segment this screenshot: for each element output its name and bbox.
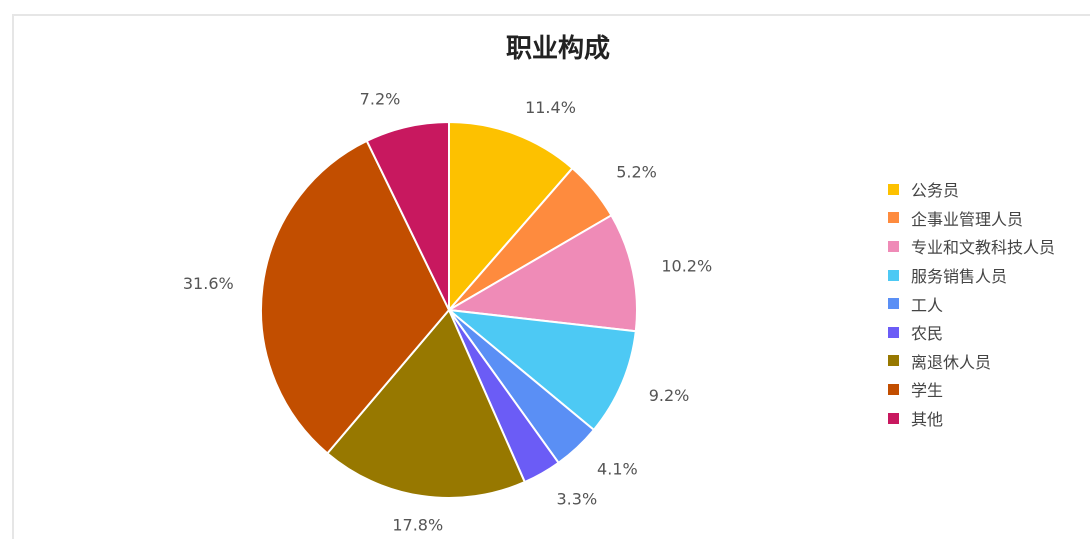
slice-data-label: 17.8% <box>392 516 443 535</box>
legend-label: 专业和文教科技人员 <box>911 238 1056 258</box>
pie-slice <box>445 213 638 333</box>
slice-data-label: 4.1% <box>597 460 638 479</box>
legend-swatch <box>888 383 899 395</box>
legend-swatch <box>888 212 899 224</box>
legend-swatch <box>888 269 899 281</box>
pie-slice <box>445 308 637 432</box>
slice-data-label: 10.2% <box>661 256 712 275</box>
slice-data-label: 5.2% <box>616 163 657 182</box>
pie-slice <box>325 308 527 499</box>
pie-slice <box>448 120 574 313</box>
slice-data-label: 3.3% <box>557 489 598 508</box>
legend-item: 农民 <box>888 318 1055 347</box>
legend-label: 工人 <box>911 295 944 315</box>
legend-label: 离退休人员 <box>911 352 992 372</box>
legend-item: 工人 <box>888 289 1055 318</box>
slice-data-label: 11.4% <box>525 98 576 117</box>
pie-slice <box>365 120 450 311</box>
legend-swatch <box>888 412 899 424</box>
slice-data-label: 31.6% <box>183 274 234 293</box>
legend-item: 学生 <box>888 375 1055 404</box>
legend-item: 服务销售人员 <box>888 261 1055 290</box>
legend-label: 服务销售人员 <box>911 267 1008 287</box>
slice-data-label: 9.2% <box>649 386 690 405</box>
legend-item: 专业和文教科技人员 <box>888 232 1055 261</box>
pie-slice <box>260 139 451 455</box>
legend-label: 其他 <box>911 410 944 430</box>
legend-swatch <box>888 298 899 310</box>
legend-item: 其他 <box>888 404 1055 433</box>
chart-frame <box>12 14 1090 539</box>
legend-label: 公务员 <box>911 181 960 201</box>
legend-label: 农民 <box>911 324 944 344</box>
chart-title: 职业构成 <box>505 34 610 64</box>
legend-swatch <box>888 240 899 252</box>
legend-item: 公务员 <box>888 175 1055 204</box>
chart-legend: 公务员企事业管理人员专业和文教科技人员 服务销售人员 工人农民离退休人员学生其他 <box>888 175 1055 432</box>
legend-swatch <box>888 326 899 338</box>
legend-swatch <box>888 183 899 195</box>
legend-swatch <box>888 355 899 367</box>
legend-label: 企事业管理人员 <box>911 209 1024 229</box>
legend-item: 企事业管理人员 <box>888 204 1055 233</box>
legend-label: 学生 <box>911 381 944 401</box>
legend-item: 离退休人员 <box>888 347 1055 376</box>
slice-data-label: 7.2% <box>360 90 401 109</box>
